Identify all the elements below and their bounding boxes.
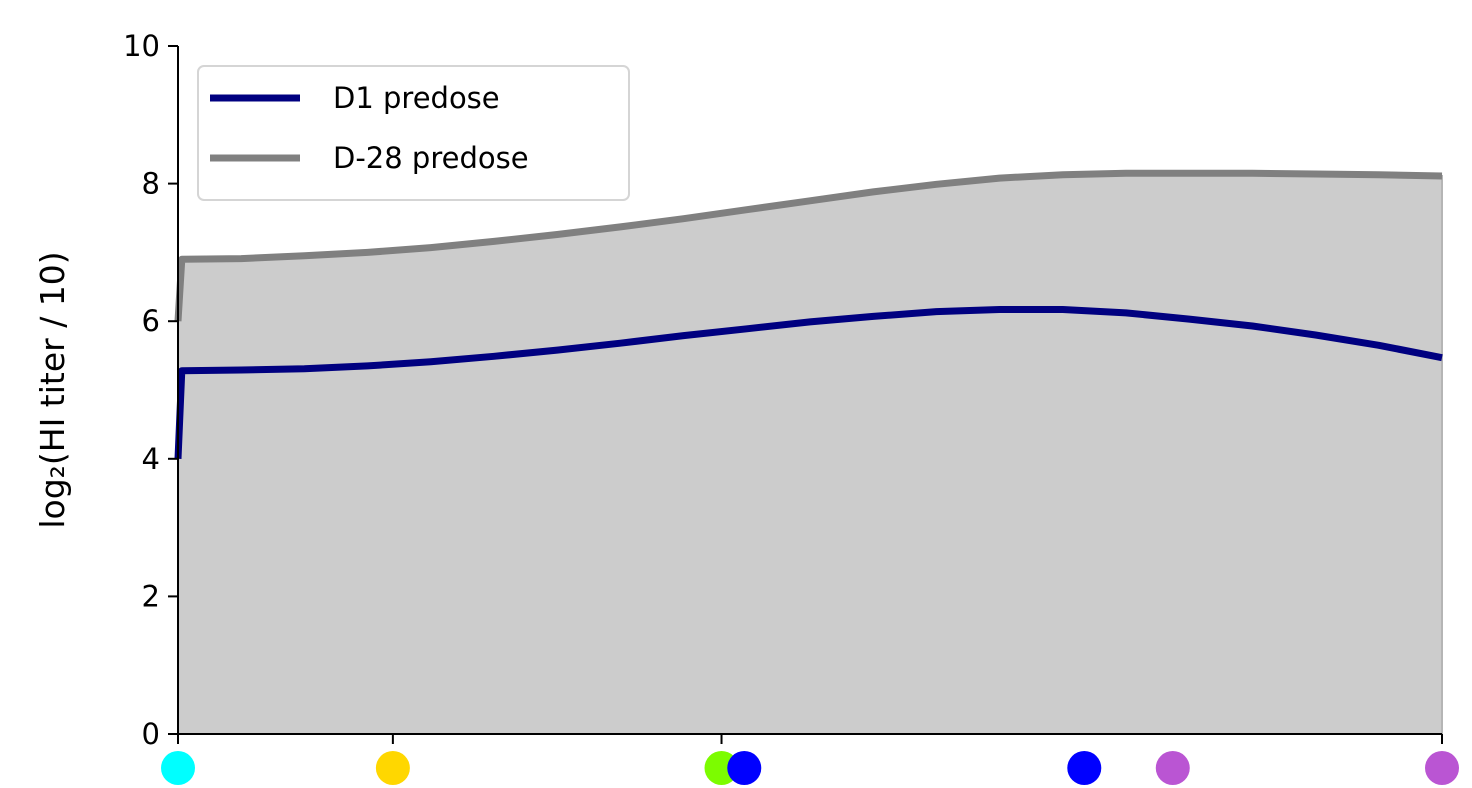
series-line-0: [174, 306, 1443, 459]
x-marker-dot: [375, 751, 410, 785]
x-ticks-layer: [177, 734, 1443, 744]
x-marker-dot: [727, 751, 762, 785]
shaded-area: [177, 172, 1443, 735]
x-marker-dot: [1067, 751, 1102, 785]
legend-label-d1: D1 predose: [333, 81, 500, 115]
y-tick-label: 2: [142, 579, 160, 613]
y-axis-label: log₂(HI titer / 10): [33, 251, 72, 528]
legend-box: [197, 65, 630, 201]
y-tick-label: 0: [142, 717, 160, 751]
x-marker-dot: [1155, 751, 1190, 785]
series-lines-layer: [174, 169, 1443, 459]
axes-layer: [177, 46, 1442, 735]
y-tick-label: 10: [123, 29, 160, 63]
y-tick-label: 6: [142, 304, 160, 338]
y-tick-label: 8: [142, 167, 160, 201]
y-tick-label: 4: [142, 442, 160, 476]
legend: D1 predose D-28 predose: [197, 65, 630, 201]
x-marker-dot: [161, 751, 195, 785]
legend-label-d28: D-28 predose: [333, 141, 529, 175]
y-ticks-layer: 0 2 4 6 8 10: [123, 29, 178, 751]
x-markers-layer: [161, 751, 1459, 785]
fill-area-layer: [177, 172, 1443, 735]
series-line-1: [174, 169, 1443, 322]
x-marker-dot: [1425, 751, 1459, 785]
